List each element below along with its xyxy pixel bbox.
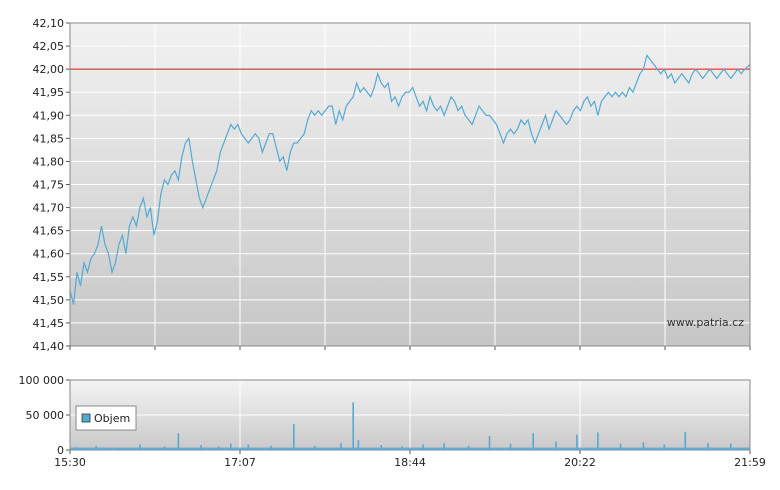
volume-bar bbox=[555, 441, 557, 450]
volume-bar bbox=[619, 443, 622, 450]
volume-bar bbox=[422, 444, 424, 450]
price-axis-labels: 41,40 41,45 41,50 41,55 41,60 41,65 41,70 41,75… bbox=[33, 17, 65, 353]
price-tick-label: 41,50 bbox=[33, 294, 65, 307]
price-panel-frame bbox=[69, 22, 751, 347]
price-tick-label: 42,10 bbox=[33, 17, 65, 30]
time-tick-label: 18:44 bbox=[394, 456, 426, 469]
volume-tick-label: 100 000 bbox=[19, 374, 65, 387]
time-tick-label: 21:59 bbox=[734, 456, 766, 469]
volume-bar bbox=[217, 446, 220, 450]
volume-bar bbox=[663, 444, 666, 450]
price-tick-label: 42,00 bbox=[33, 63, 65, 76]
price-tick-label: 41,65 bbox=[33, 225, 65, 238]
volume-legend: Objem bbox=[75, 405, 137, 431]
volume-bar bbox=[200, 445, 202, 450]
price-tick-label: 42,05 bbox=[33, 40, 65, 53]
volume-bar bbox=[74, 447, 76, 450]
price-tick-label: 41,55 bbox=[33, 271, 65, 284]
volume-bar bbox=[313, 445, 316, 450]
price-tick-label: 41,75 bbox=[33, 179, 65, 192]
price-tick-label: 41,40 bbox=[33, 340, 65, 353]
volume-bar bbox=[247, 444, 250, 450]
time-tick-label: 20:22 bbox=[564, 456, 596, 469]
price-tick-label: 41,95 bbox=[33, 86, 65, 99]
volume-bar bbox=[163, 446, 166, 450]
volume-baseline bbox=[70, 447, 750, 450]
time-tick-label: 15:30 bbox=[54, 456, 86, 469]
volume-bar bbox=[597, 432, 599, 450]
volume-bar bbox=[707, 443, 709, 450]
volume-tick-label: 50 000 bbox=[26, 409, 65, 422]
volume-axis-labels: 0 50 000 100 000 bbox=[19, 374, 65, 457]
price-tick-label: 41,85 bbox=[33, 132, 65, 145]
volume-bar bbox=[380, 445, 382, 450]
price-tick-label: 41,80 bbox=[33, 155, 65, 168]
volume-bar bbox=[467, 445, 470, 450]
volume-bars bbox=[70, 402, 750, 450]
volume-panel-frame bbox=[69, 379, 751, 451]
volume-bar bbox=[443, 443, 445, 450]
price-tick-label: 41,70 bbox=[33, 202, 65, 215]
volume-bar bbox=[118, 447, 120, 450]
volume-bar bbox=[509, 443, 512, 450]
volume-bar bbox=[293, 424, 295, 450]
price-series-line bbox=[69, 53, 751, 305]
volume-bar bbox=[532, 433, 534, 450]
volume-bar bbox=[270, 445, 272, 450]
time-axis-labels: 15:30 17:07 18:44 20:22 21:59 bbox=[54, 450, 766, 469]
volume-bar bbox=[488, 436, 491, 450]
volume-bar bbox=[177, 433, 180, 450]
volume-bar bbox=[730, 443, 732, 450]
volume-bar bbox=[340, 443, 342, 450]
price-tick-label: 41,45 bbox=[33, 317, 65, 330]
volume-bar bbox=[230, 443, 232, 450]
watermark-text: www.patria.cz bbox=[667, 316, 744, 329]
volume-bar bbox=[357, 440, 360, 450]
volume-bar bbox=[352, 402, 354, 450]
volume-bar bbox=[642, 442, 645, 450]
time-tick-label: 17:07 bbox=[224, 456, 256, 469]
volume-bar bbox=[576, 434, 578, 450]
price-tick-label: 41,90 bbox=[33, 109, 65, 122]
price-tick-label: 41,60 bbox=[33, 248, 65, 261]
volume-bar bbox=[401, 446, 403, 450]
legend-box bbox=[75, 405, 137, 431]
volume-bar bbox=[139, 444, 141, 450]
volume-bar bbox=[684, 431, 687, 450]
volume-bar bbox=[95, 445, 97, 450]
volume-tick-label: 0 bbox=[57, 444, 64, 457]
legend-label: Objem bbox=[94, 412, 130, 425]
legend-swatch bbox=[81, 413, 91, 423]
